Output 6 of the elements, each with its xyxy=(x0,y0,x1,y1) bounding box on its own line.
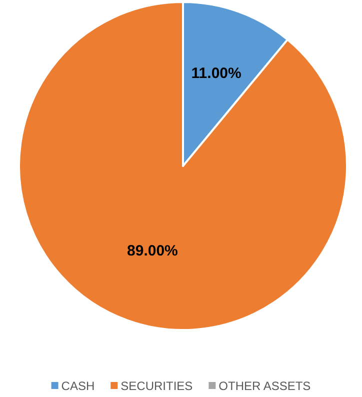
pie-slice xyxy=(18,1,348,331)
data-label: 11.00% xyxy=(191,64,242,82)
legend-label: OTHER ASSETS xyxy=(218,379,311,393)
data-label: 89.00% xyxy=(127,242,178,260)
slice-label: SECURITIES xyxy=(120,379,193,393)
legend-label: CASH xyxy=(61,379,95,393)
